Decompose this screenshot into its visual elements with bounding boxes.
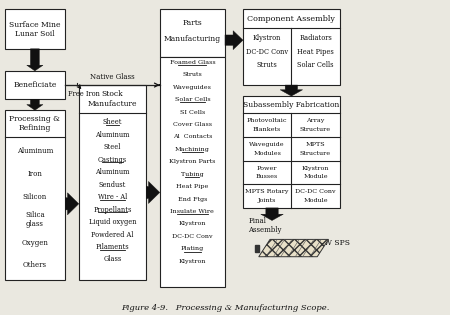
Text: DC-DC Conv: DC-DC Conv xyxy=(172,234,213,239)
Text: Free Iron: Free Iron xyxy=(68,90,99,99)
Text: DC-DC Conv: DC-DC Conv xyxy=(246,48,288,55)
Text: DC-DC Conv: DC-DC Conv xyxy=(295,189,336,194)
Text: Others: Others xyxy=(23,261,47,269)
Text: Plating: Plating xyxy=(181,246,204,251)
Text: Wire - Al: Wire - Al xyxy=(98,193,127,201)
Text: Native Glass: Native Glass xyxy=(90,73,135,81)
Polygon shape xyxy=(225,31,243,50)
Text: Klystron Parts: Klystron Parts xyxy=(169,159,216,164)
Text: Klystron: Klystron xyxy=(302,166,329,171)
Text: Radiators: Radiators xyxy=(299,34,332,42)
Text: Aluminum: Aluminum xyxy=(95,168,130,176)
Text: Struts: Struts xyxy=(183,72,202,77)
Text: Module: Module xyxy=(303,174,328,179)
Text: Filaments: Filaments xyxy=(96,243,129,251)
Text: Blankets: Blankets xyxy=(253,127,281,132)
Text: End Ftgs: End Ftgs xyxy=(178,197,207,202)
Text: Solar Cells: Solar Cells xyxy=(297,61,334,69)
Text: Final
Assembly: Final Assembly xyxy=(248,217,282,234)
Text: MPTS Rotary: MPTS Rotary xyxy=(245,189,289,194)
Text: Photovoltaic: Photovoltaic xyxy=(247,118,288,123)
FancyBboxPatch shape xyxy=(4,9,65,49)
Text: Klystron: Klystron xyxy=(253,34,281,42)
Polygon shape xyxy=(259,239,328,257)
Text: Power: Power xyxy=(257,166,278,171)
Text: Al  Contacts: Al Contacts xyxy=(173,135,212,140)
Text: MPTS: MPTS xyxy=(306,142,325,147)
Text: Glass: Glass xyxy=(104,255,122,263)
FancyBboxPatch shape xyxy=(4,110,65,280)
Text: Array: Array xyxy=(306,118,325,123)
Text: Manufacturing: Manufacturing xyxy=(164,35,221,43)
Text: Klystron: Klystron xyxy=(179,259,206,264)
Polygon shape xyxy=(255,244,259,251)
Text: Structure: Structure xyxy=(300,151,331,156)
Text: Sendust: Sendust xyxy=(99,180,126,189)
Text: Liquid oxygen: Liquid oxygen xyxy=(89,218,136,226)
Text: Steel: Steel xyxy=(104,143,121,151)
Text: Structure: Structure xyxy=(300,127,331,132)
FancyBboxPatch shape xyxy=(79,85,146,280)
Polygon shape xyxy=(27,49,43,71)
Text: Processing &
Refining: Processing & Refining xyxy=(9,115,60,132)
FancyBboxPatch shape xyxy=(4,71,65,99)
FancyBboxPatch shape xyxy=(160,57,225,287)
Text: Machining: Machining xyxy=(175,147,210,152)
Text: Modules: Modules xyxy=(253,151,281,156)
Text: 10 GW SPS: 10 GW SPS xyxy=(306,238,350,247)
Text: Waveguide: Waveguide xyxy=(249,142,285,147)
Text: Module: Module xyxy=(303,198,328,203)
Text: Propellants: Propellants xyxy=(93,206,132,214)
Polygon shape xyxy=(280,85,303,96)
Text: Silica
glass: Silica glass xyxy=(25,211,45,228)
Text: Sheet: Sheet xyxy=(103,118,122,126)
Text: Surface Mine
Lunar Soil: Surface Mine Lunar Soil xyxy=(9,20,61,38)
Text: Solar Cells: Solar Cells xyxy=(175,97,210,102)
Text: Stock
Manufacture: Stock Manufacture xyxy=(88,90,137,107)
Polygon shape xyxy=(146,181,160,203)
Text: Waveguides: Waveguides xyxy=(173,85,212,90)
Text: Busses: Busses xyxy=(256,174,278,179)
Text: Silicon: Silicon xyxy=(23,193,47,201)
Polygon shape xyxy=(27,99,43,110)
Text: Aluminum: Aluminum xyxy=(17,147,53,155)
FancyBboxPatch shape xyxy=(160,9,225,57)
Text: Heat Pipes: Heat Pipes xyxy=(297,48,334,55)
Text: Struts: Struts xyxy=(257,61,278,69)
Text: SI Cells: SI Cells xyxy=(180,110,205,115)
Text: Castings: Castings xyxy=(98,156,127,164)
Text: Aluminum: Aluminum xyxy=(95,131,130,139)
Text: Foamed Glass: Foamed Glass xyxy=(170,60,215,65)
Text: Klystron: Klystron xyxy=(179,221,206,226)
Text: Subassembly Fabrication: Subassembly Fabrication xyxy=(243,100,340,109)
Text: Oxygen: Oxygen xyxy=(22,238,48,247)
Text: Joints: Joints xyxy=(258,198,276,203)
FancyBboxPatch shape xyxy=(243,96,340,208)
Text: Figure 4-9.   Processing & Manufacturing Scope.: Figure 4-9. Processing & Manufacturing S… xyxy=(121,304,329,312)
Text: Beneficiate: Beneficiate xyxy=(13,81,57,89)
Polygon shape xyxy=(65,193,79,215)
Text: Powdered Al: Powdered Al xyxy=(91,231,134,238)
Text: Parts: Parts xyxy=(183,19,202,27)
Text: Iron: Iron xyxy=(27,170,42,178)
Text: Component Assembly: Component Assembly xyxy=(248,15,335,23)
Text: Heat Pipe: Heat Pipe xyxy=(176,184,208,189)
Text: Cover Glass: Cover Glass xyxy=(173,122,212,127)
Polygon shape xyxy=(261,208,284,220)
Text: Tubing: Tubing xyxy=(181,172,204,177)
FancyBboxPatch shape xyxy=(243,9,340,85)
Text: Insulate Wire: Insulate Wire xyxy=(171,209,214,214)
